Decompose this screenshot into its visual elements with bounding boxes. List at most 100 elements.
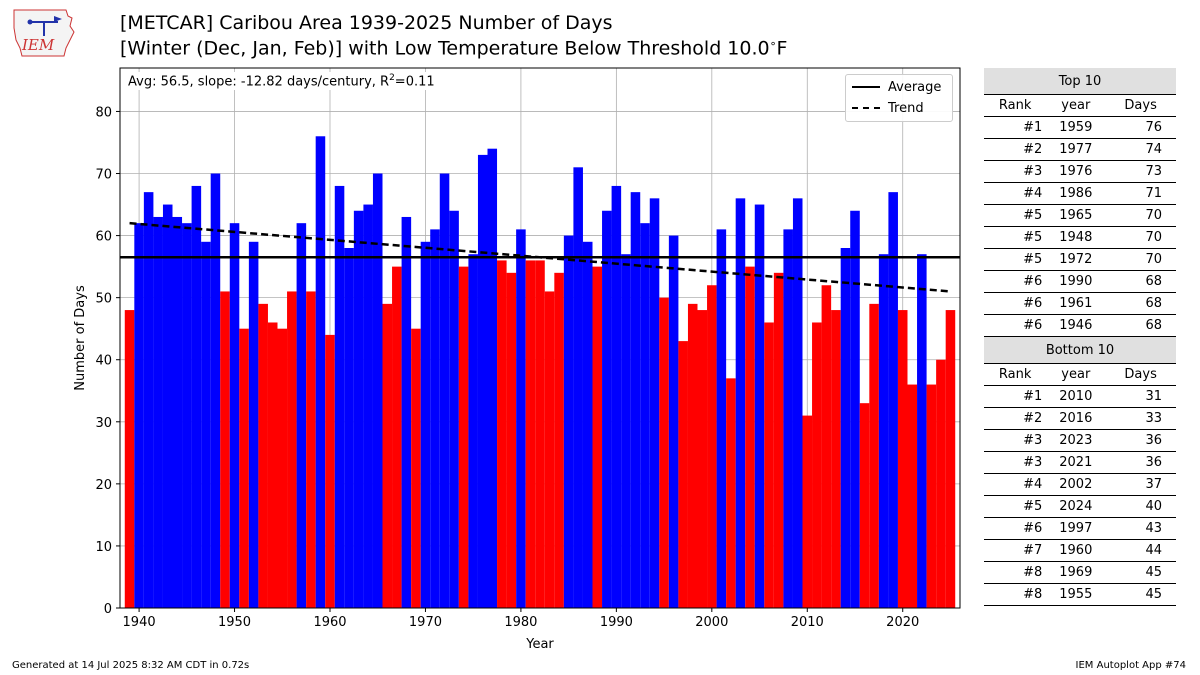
bar-1997 — [678, 341, 688, 608]
rank-cell: #3 — [984, 160, 1047, 183]
rank-cell: #5 — [984, 226, 1047, 249]
plot-frame — [119, 67, 961, 609]
y-tick-label: 40 — [95, 354, 112, 369]
bar-1985 — [563, 235, 574, 608]
days-cell: 31 — [1105, 385, 1176, 408]
rank-cell: #4 — [984, 473, 1047, 496]
y-tick-label: 70 — [95, 168, 112, 183]
bar-1983 — [544, 291, 555, 608]
bar-1955 — [277, 328, 288, 608]
y-tick-label: 30 — [95, 416, 112, 431]
bar-1973 — [449, 210, 459, 609]
x-tick-label: 2000 — [695, 615, 728, 630]
year-cell: 1965 — [1046, 204, 1106, 227]
bar-2020 — [897, 310, 908, 608]
y-tick-label: 0 — [104, 602, 112, 617]
bar-2008 — [783, 229, 793, 608]
year-cell: 2021 — [1046, 451, 1106, 474]
table-row: #3 2023 36 — [984, 429, 1176, 452]
bar-1943 — [162, 204, 173, 608]
bar-1953 — [258, 303, 268, 608]
days-cell: 44 — [1105, 539, 1176, 562]
bar-2018 — [878, 254, 889, 608]
year-cell: 2010 — [1046, 385, 1106, 408]
rank-cell: #5 — [984, 204, 1047, 227]
days-cell: 68 — [1105, 314, 1176, 337]
top10-table: Top 10 Rank year Days #1 1959 76 #2 1977 74 #3… — [984, 68, 1176, 337]
table-row: #6 1946 68 — [984, 314, 1176, 337]
legend-trend: Trend — [852, 100, 924, 116]
days-cell: 45 — [1105, 583, 1176, 606]
bar-2002 — [726, 378, 736, 608]
bar-1998 — [687, 303, 698, 608]
bar-1976 — [477, 154, 488, 608]
bar-1987 — [582, 241, 593, 609]
year-cell: 1990 — [1046, 270, 1106, 293]
year-cell: 1972 — [1046, 248, 1106, 271]
bar-1951 — [239, 328, 249, 608]
bar-1959 — [315, 136, 326, 608]
x-tick-label: 1980 — [504, 615, 537, 630]
year-cell: 1946 — [1046, 314, 1106, 337]
bar-1967 — [392, 266, 402, 608]
bar-1965 — [372, 173, 383, 608]
x-tick-label: 1940 — [123, 615, 156, 630]
bar-1958 — [306, 291, 316, 608]
bar-1940 — [134, 223, 144, 608]
rank-cell: #5 — [984, 248, 1047, 271]
rank-cell: #3 — [984, 429, 1047, 452]
bar-2014 — [840, 248, 851, 608]
generated-timestamp: Generated at 14 Jul 2025 8:32 AM CDT in … — [12, 660, 250, 671]
y-tick-label: 80 — [95, 105, 112, 120]
bar-1977 — [487, 148, 498, 609]
days-cell: 68 — [1105, 270, 1176, 293]
table-row: #3 2021 36 — [984, 451, 1176, 474]
col-rank: Rank — [984, 94, 1047, 117]
bar-1993 — [640, 223, 650, 608]
table-row: #2 1977 74 — [984, 138, 1176, 161]
bar-2003 — [735, 198, 746, 608]
bar-2001 — [716, 229, 727, 608]
year-cell: 1977 — [1046, 138, 1106, 161]
bar-2011 — [812, 322, 822, 608]
days-cell: 73 — [1105, 160, 1176, 183]
app-label: IEM Autoplot App #74 — [1075, 660, 1186, 671]
year-cell: 1961 — [1046, 292, 1106, 315]
y-tick-label: 60 — [95, 230, 112, 245]
table-row: #1 1959 76 — [984, 116, 1176, 139]
bar-1999 — [697, 310, 708, 608]
bar-1979 — [506, 272, 517, 608]
x-tick-label: 2010 — [791, 615, 824, 630]
bar-1984 — [554, 272, 564, 608]
bar-2004 — [745, 266, 755, 608]
bar-1996 — [668, 235, 679, 608]
y-tick-label: 50 — [95, 292, 112, 307]
x-tick-label: 2020 — [886, 615, 919, 630]
bar-1947 — [201, 241, 211, 609]
bar-2010 — [802, 415, 813, 608]
y-tick-label: 10 — [95, 540, 112, 555]
bar-1942 — [153, 216, 163, 608]
table-row: #5 1965 70 — [984, 204, 1176, 227]
rank-cell: #5 — [984, 495, 1047, 518]
year-cell: 1955 — [1046, 583, 1106, 606]
table-row: #8 1955 45 — [984, 583, 1176, 606]
table-row: #7 1960 44 — [984, 539, 1176, 562]
y-tick-label: 20 — [95, 478, 112, 493]
bar-1948 — [210, 173, 221, 608]
bar-1981 — [525, 260, 536, 608]
bar-2016 — [859, 403, 870, 608]
bar-1952 — [248, 241, 259, 609]
days-cell: 76 — [1105, 116, 1176, 139]
bar-1945 — [182, 223, 192, 608]
col-year: year — [1046, 94, 1106, 117]
table-row: #4 2002 37 — [984, 473, 1176, 496]
days-cell: 37 — [1105, 473, 1176, 496]
bar-1990 — [611, 185, 622, 608]
bar-1964 — [363, 204, 373, 608]
rank-cell: #1 — [984, 116, 1047, 139]
dashed-line-icon — [852, 107, 880, 109]
table-row: #5 2024 40 — [984, 495, 1176, 518]
bar-2021 — [907, 384, 918, 608]
bar-1988 — [592, 266, 603, 608]
